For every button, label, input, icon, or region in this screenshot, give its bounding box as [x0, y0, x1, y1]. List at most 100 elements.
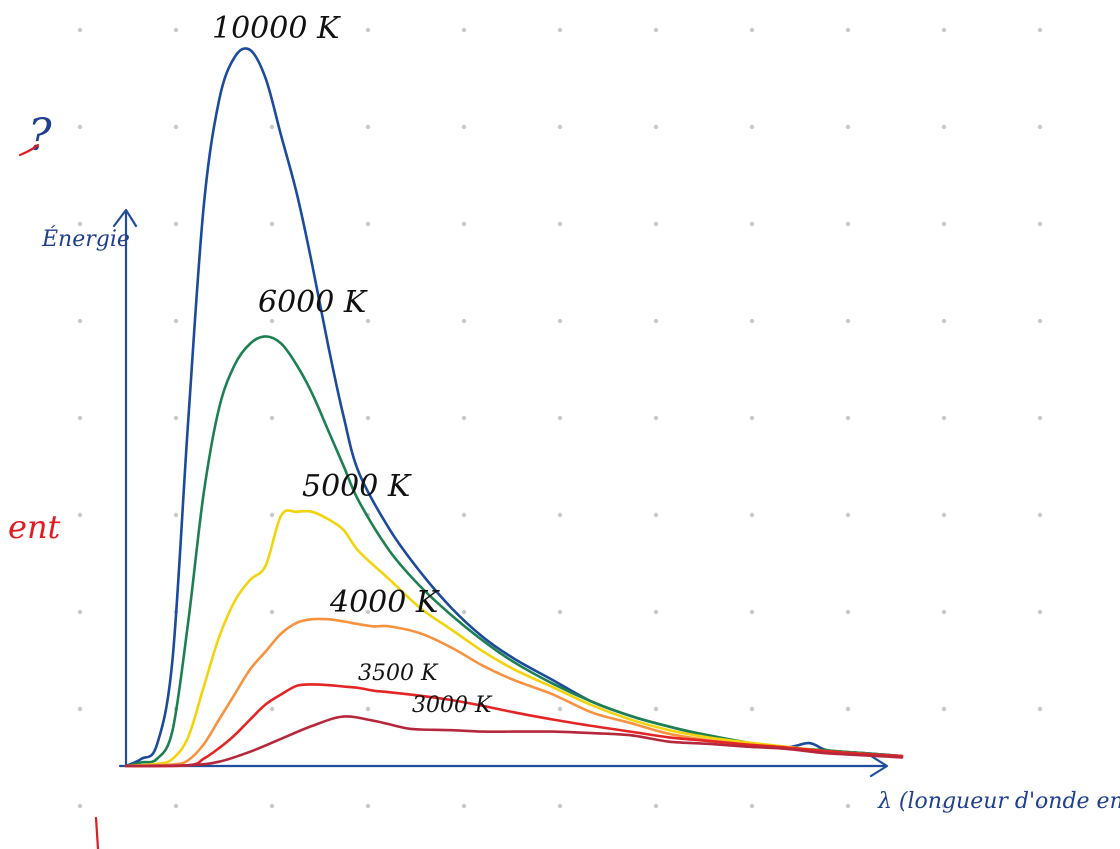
grid-dot — [77, 124, 83, 130]
grid-dot — [365, 318, 371, 324]
grid-dot — [749, 803, 755, 809]
grid-dot — [653, 27, 659, 33]
grid-dot — [557, 27, 563, 33]
series-line-5000k — [124, 509, 904, 768]
grid-dot — [749, 512, 755, 518]
grid-dot — [557, 415, 563, 421]
series-label-3000k: 3000 K — [412, 693, 493, 718]
grid-dot — [269, 803, 275, 809]
grid-dot — [749, 27, 755, 33]
grid-dot — [845, 609, 851, 615]
series-label-10000k: 10000 K — [212, 11, 341, 46]
grid-dot — [269, 318, 275, 324]
grid-dot — [461, 609, 467, 615]
grid-dot — [1037, 415, 1043, 421]
series-line-10000k — [124, 47, 904, 768]
x-axis-arrow — [869, 754, 889, 778]
grid-dot — [1037, 706, 1043, 712]
grid-dot — [269, 512, 275, 518]
grid-dot — [173, 318, 179, 324]
grid-dot — [845, 27, 851, 33]
grid-dot — [173, 512, 179, 518]
grid-dot — [749, 221, 755, 227]
grid-dot — [845, 803, 851, 809]
grid-dot — [557, 221, 563, 227]
grid-dot — [365, 609, 371, 615]
grid-dot — [845, 124, 851, 130]
grid-dot — [1037, 221, 1043, 227]
series-labels: 10000 K 6000 K 5000 K 4000 K 3500 K 3000… — [212, 11, 493, 718]
y-axis-label: Énergie — [41, 225, 130, 252]
grid-dot — [461, 221, 467, 227]
grid-dot — [269, 124, 275, 130]
margin-stroke — [18, 143, 40, 157]
grid-dot — [1037, 803, 1043, 809]
series-line-6000k — [124, 335, 904, 768]
grid-dot — [557, 609, 563, 615]
dot-grid — [77, 27, 1043, 809]
grid-dot — [653, 221, 659, 227]
grid-dot — [749, 706, 755, 712]
grid-dot — [461, 706, 467, 712]
grid-dot — [653, 512, 659, 518]
grid-dot — [365, 803, 371, 809]
grid-dot — [845, 706, 851, 712]
grid-dot — [653, 124, 659, 130]
series-line-4000k — [124, 617, 904, 768]
grid-dot — [461, 318, 467, 324]
grid-dot — [77, 609, 83, 615]
grid-dot — [173, 221, 179, 227]
grid-dot — [845, 221, 851, 227]
grid-dot — [269, 415, 275, 421]
grid-dot — [365, 221, 371, 227]
grid-dot — [941, 415, 947, 421]
grid-dot — [461, 415, 467, 421]
grid-dot — [77, 221, 83, 227]
grid-dot — [269, 221, 275, 227]
grid-dot — [365, 27, 371, 33]
grid-dot — [461, 803, 467, 809]
grid-dot — [77, 415, 83, 421]
grid-dot — [269, 27, 275, 33]
grid-dot — [461, 27, 467, 33]
grid-dot — [941, 318, 947, 324]
grid-dot — [77, 706, 83, 712]
grid-dot — [1037, 609, 1043, 615]
grid-dot — [653, 706, 659, 712]
grid-dot — [749, 609, 755, 615]
grid-dot — [845, 512, 851, 518]
grid-dot — [653, 415, 659, 421]
series-line-3500k — [124, 683, 904, 768]
grid-dot — [365, 124, 371, 130]
grid-dot — [77, 803, 83, 809]
grid-dot — [557, 124, 563, 130]
grid-dot — [77, 512, 83, 518]
grid-dot — [749, 124, 755, 130]
grid-dot — [941, 124, 947, 130]
axes: Énergie λ (longueur d'onde en m) — [41, 208, 1120, 814]
grid-dot — [557, 512, 563, 518]
series-lines — [124, 47, 904, 768]
series-label-6000k: 6000 K — [258, 285, 368, 320]
margin-question-mark: ? — [28, 110, 52, 161]
grid-dot — [557, 318, 563, 324]
grid-dot — [461, 124, 467, 130]
series-label-5000k: 5000 K — [302, 469, 412, 504]
grid-dot — [173, 803, 179, 809]
grid-dot — [269, 609, 275, 615]
grid-dot — [941, 609, 947, 615]
grid-dot — [173, 124, 179, 130]
grid-dot — [1037, 512, 1043, 518]
grid-dot — [941, 512, 947, 518]
grid-dot — [269, 706, 275, 712]
grid-dot — [749, 415, 755, 421]
margin-red-stroke — [94, 816, 100, 849]
grid-dot — [173, 27, 179, 33]
grid-dot — [941, 27, 947, 33]
grid-dot — [653, 803, 659, 809]
grid-dot — [461, 512, 467, 518]
grid-dot — [653, 609, 659, 615]
series-line-3000k — [124, 715, 904, 768]
margin-red-text: ent — [8, 508, 61, 546]
